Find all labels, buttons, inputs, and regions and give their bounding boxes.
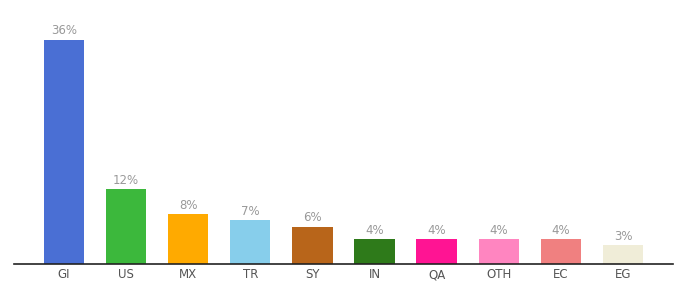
Bar [354,239,394,264]
Bar [168,214,208,264]
Text: 4%: 4% [365,224,384,237]
Bar [230,220,271,264]
Bar [105,189,146,264]
Bar [603,245,643,264]
Bar [416,239,457,264]
Bar [292,227,333,264]
Text: 4%: 4% [427,224,446,237]
Bar [541,239,581,264]
Text: 7%: 7% [241,205,260,218]
Text: 3%: 3% [614,230,632,243]
Text: 36%: 36% [51,24,77,38]
Text: 4%: 4% [551,224,571,237]
Text: 4%: 4% [490,224,508,237]
Text: 6%: 6% [303,211,322,224]
Bar [44,40,84,264]
Text: 8%: 8% [179,199,197,212]
Bar [479,239,519,264]
Text: 12%: 12% [113,174,139,187]
